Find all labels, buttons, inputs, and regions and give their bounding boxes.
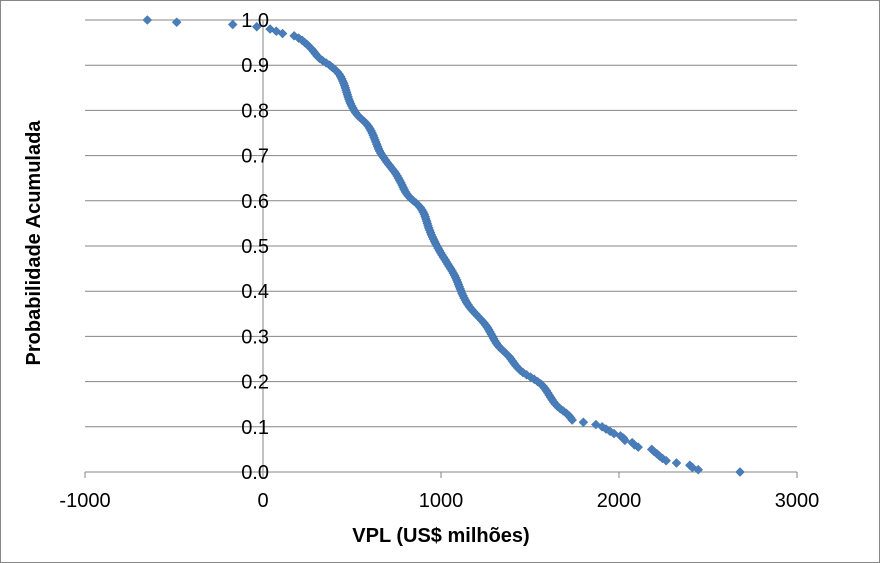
y-tick-label: 1.0 — [241, 10, 269, 32]
data-point — [142, 15, 153, 25]
x-tick-label: 3000 — [775, 490, 820, 512]
x-tick-label: 0 — [257, 490, 268, 512]
data-point — [578, 417, 589, 428]
data-point — [661, 455, 672, 466]
x-tick-label: -1000 — [59, 490, 110, 512]
y-tick-label: 0.3 — [241, 326, 269, 348]
x-tick-label: 2000 — [597, 490, 642, 512]
y-axis-title: Probabilidade Acumulada — [23, 120, 45, 366]
x-tick-label: 1000 — [419, 490, 464, 512]
data-point — [251, 21, 262, 32]
y-tick-label: 0.8 — [241, 100, 269, 122]
data-points — [142, 15, 745, 477]
data-point — [171, 17, 182, 28]
y-tick-label: 0.4 — [241, 281, 269, 303]
x-axis-tick-labels: -1000 0 1000 2000 3000 — [59, 490, 819, 512]
gridlines — [85, 19, 797, 428]
y-tick-label: 0.0 — [241, 462, 269, 484]
data-point — [633, 442, 644, 452]
x-axis-title: VPL (US$ milhões) — [352, 525, 529, 547]
y-tick-label: 0.9 — [241, 55, 269, 77]
data-point — [735, 467, 745, 477]
y-tick-label: 0.6 — [241, 191, 269, 213]
data-point — [620, 435, 630, 446]
x-axis-ticks — [84, 472, 798, 478]
y-tick-label: 0.2 — [241, 372, 269, 394]
y-axis-tick-labels: 0.0 0.1 0.2 0.3 0.4 0.5 0.6 0.7 0.8 0.9 1.0 — [241, 10, 269, 484]
data-point — [671, 458, 682, 468]
data-point — [227, 19, 238, 30]
y-tick-label: 0.5 — [241, 236, 269, 258]
data-point — [277, 28, 288, 39]
data-point — [567, 415, 578, 425]
y-tick-label: 0.7 — [241, 146, 269, 168]
y-tick-label: 0.1 — [241, 417, 269, 439]
data-point — [693, 464, 704, 475]
